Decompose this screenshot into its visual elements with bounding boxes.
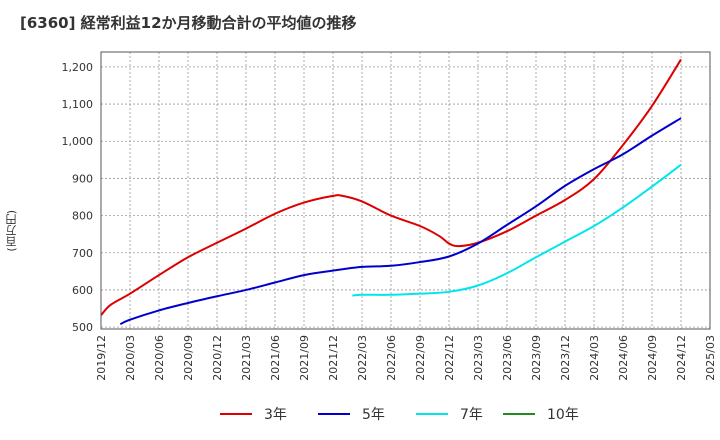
x-tick-label: 2021/12 [327,335,340,381]
x-tick-label: 2019/12 [95,335,108,381]
chart-title: [6360] 経常利益12か月移動合計の平均値の推移 [20,14,357,32]
x-tick-labels: 2019/12 2020/03 2020/06 2020/09 2020/12 2021/… [95,335,717,381]
series-line-5年 [119,117,682,326]
x-tick-label: 2020/03 [124,335,137,381]
x-tick-label: 2024/03 [588,335,601,381]
x-tick-label: 2022/12 [443,335,456,381]
y-tick-label: 1,200 [62,61,94,74]
series-line-7年 [352,163,682,297]
x-tick-label: 2023/03 [472,335,485,381]
y-tick-label: 1,100 [62,98,94,111]
x-tick-label: 2024/12 [675,335,688,381]
x-tick-label: 2025/03 [704,335,717,381]
x-tick-label: 2022/03 [356,335,369,381]
y-tick-labels: 500 600 700 800 900 1,000 1,100 1,200 [62,61,94,334]
x-tick-label: 2023/12 [559,335,572,381]
y-tick-label: 700 [72,247,93,260]
x-tick-label: 2024/09 [646,335,659,381]
x-tick-label: 2020/09 [182,335,195,381]
y-tick-label: 800 [72,210,93,223]
y-tick-label: 500 [72,321,93,334]
legend-label: 5年 [362,407,385,423]
x-tick-label: 2022/06 [385,335,398,381]
legend-label: 10年 [547,407,579,423]
x-tick-label: 2021/09 [298,335,311,381]
x-tick-label: 2021/06 [269,335,282,381]
x-tick-label: 2023/09 [530,335,543,381]
legend: 3年 5年 7年 10年 [220,407,579,423]
x-tick-label: 2023/06 [501,335,514,381]
legend-label: 7年 [460,407,483,423]
x-tick-label: 2022/09 [414,335,427,381]
x-tick-label: 2020/12 [211,335,224,381]
legend-label: 3年 [264,407,287,423]
plot-frame [100,51,711,330]
y-tick-label: 900 [72,172,93,185]
x-tick-label: 2021/03 [240,335,253,381]
x-tick-label: 2020/06 [153,335,166,381]
grid-lines [100,52,711,329]
y-tick-label: 600 [72,284,93,297]
x-tick-label: 2024/06 [617,335,630,381]
series-lines [100,58,682,326]
y-tick-label: 1,000 [62,135,94,148]
series-line-3年 [100,58,682,316]
